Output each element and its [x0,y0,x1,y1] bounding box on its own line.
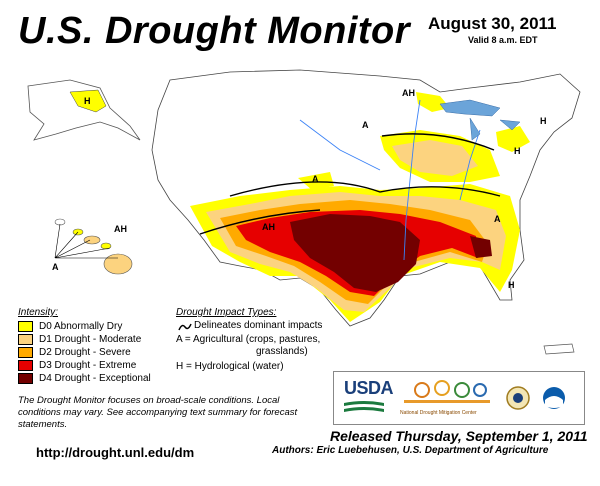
legend-swatch [18,333,33,345]
legend-label: D4 Drought - Exceptional [39,372,151,384]
puerto-rico-shape [543,343,575,355]
great-lakes [439,99,521,141]
legend-swatch [18,372,33,384]
d0-region-north [416,92,450,112]
legend-label: D1 Drought - Moderate [39,333,142,345]
impact-agricultural: A = Agricultural (crops, pastures, [176,334,321,345]
usda-bars-icon [344,401,384,412]
release-date: Released Thursday, September 1, 2011 [330,428,588,444]
legend-item-d1: D1 Drought - Moderate [18,333,141,345]
map-label: A [494,214,501,224]
valid-time: Valid 8 a.m. EDT [468,35,538,45]
impact-lines [199,133,501,235]
legend-swatch [18,359,33,371]
alaska-drought [69,89,107,113]
map-label: H [514,146,521,156]
ndmc-logo-text: National Drought Mitigation Center [400,410,477,416]
map-label: AH [262,222,275,232]
d4-region-texas [290,214,420,292]
impact-line-icon [178,323,192,331]
impact-agricultural-cont: grasslands) [256,346,308,357]
hawaii-island-1 [103,253,133,275]
usda-logo: USDA [344,378,394,398]
map-label: AH [402,88,415,98]
hawaii-island-2 [83,235,101,245]
impact-hydrological: H = Hydrological (water) [176,361,284,372]
authors-credit: Authors: Eric Luebehusen, U.S. Departmen… [272,445,549,456]
legend-swatch [18,320,33,332]
map-label: AH [114,224,127,234]
d0-region-northeast [496,126,530,152]
legend-item-d2: D2 Drought - Severe [18,346,131,358]
hawaii-pointer-lines [54,223,118,259]
doc-seal-icon [506,386,530,410]
impact-types-title: Drought Impact Types: [176,307,277,318]
website-url[interactable]: http://drought.unl.edu/dm [36,445,195,460]
legend-label: D0 Abnormally Dry [39,320,123,332]
ndmc-logo-icon [404,380,490,403]
map-date: August 30, 2011 [428,14,557,33]
logo-panel: USDA National Drought Mitigation Center [333,371,585,425]
intensity-title: Intensity: [18,307,59,318]
map-label: A [52,262,59,272]
map-label: H [84,96,91,106]
legend-item-d0: D0 Abnormally Dry [18,320,122,332]
disclaimer-note: The Drought Monitor focuses on broad-sca… [18,395,298,430]
legend-label: D2 Drought - Severe [39,346,131,358]
d4-region-southeast [470,236,492,258]
legend-item-d3: D3 Drought - Extreme [18,359,136,371]
legend-label: D3 Drought - Extreme [39,359,137,371]
map-title: U.S. Drought Monitor [18,10,411,52]
map-label: H [540,116,547,126]
map-label: H [508,280,515,290]
legend-swatch [18,346,33,358]
rivers [299,99,481,261]
map-label: A [362,120,369,130]
legend-item-d4: D4 Drought - Exceptional [18,372,151,384]
alaska-shape [27,79,141,141]
map-label: A [312,174,319,184]
d0-region-westtx [298,172,334,190]
impact-line-text: Delineates dominant impacts [194,320,323,331]
noaa-seal-icon [543,387,565,409]
